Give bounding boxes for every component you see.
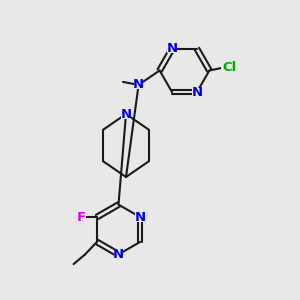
Text: N: N	[191, 85, 203, 99]
Text: N: N	[120, 107, 132, 121]
Bar	[167, 44, 177, 53]
Text: F: F	[77, 211, 86, 224]
Bar	[221, 63, 237, 72]
Text: N: N	[113, 248, 124, 261]
Bar	[192, 88, 202, 97]
Bar	[135, 212, 145, 221]
Bar	[114, 250, 123, 259]
Text: N: N	[134, 211, 146, 224]
Bar	[134, 80, 143, 89]
Bar	[76, 212, 86, 221]
Text: N: N	[167, 42, 178, 56]
Text: Cl: Cl	[222, 61, 236, 74]
Text: N: N	[133, 78, 144, 92]
Bar	[121, 110, 131, 118]
